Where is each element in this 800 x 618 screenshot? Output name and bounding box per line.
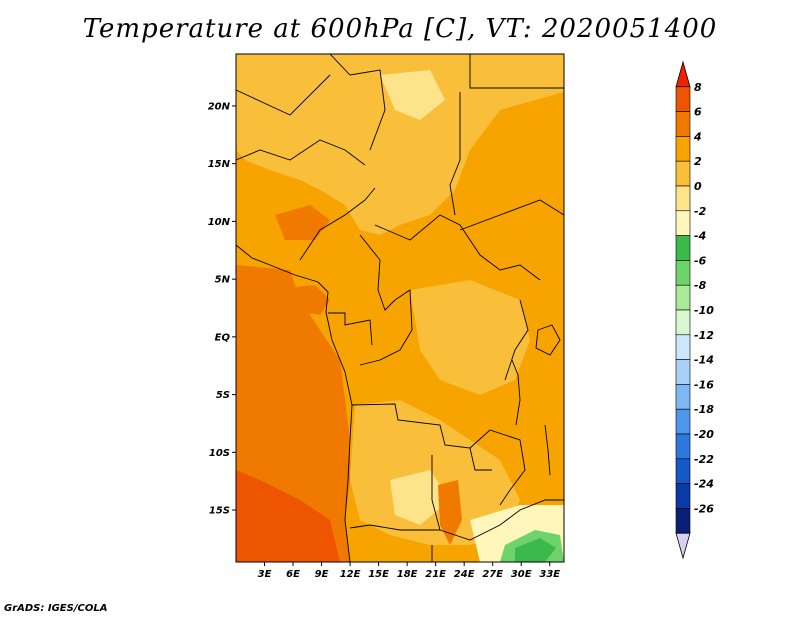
lat-tick-label: EQ [215, 332, 231, 343]
colorbar-label: -16 [694, 378, 714, 391]
lat-tick-label: 10N [208, 217, 231, 228]
border-cameroon-car [359, 234, 396, 311]
border-algeria-niger [236, 74, 331, 116]
colorbar-box [675, 260, 691, 286]
border-zambia-zimbabwe [439, 499, 564, 541]
border-congo-drc [359, 289, 413, 366]
lat-tick-label: 5S [216, 390, 230, 401]
colorbar-box [675, 433, 691, 460]
lon-tick-label: 21E [425, 569, 446, 580]
country-borders [236, 54, 564, 562]
plot-title: Temperature at 600hPa [C], VT: 202005140… [82, 14, 718, 44]
border-egypt-sudan [469, 54, 564, 89]
colorbar-box [675, 458, 691, 484]
border-drc-uganda [504, 299, 529, 381]
border-car [374, 214, 541, 281]
colorbar-box [675, 160, 691, 187]
region-warm-spot-west [245, 365, 282, 420]
colorbar-box [675, 384, 691, 410]
colorbar-label: -22 [694, 453, 714, 466]
temperature-field [236, 54, 564, 562]
colorbar: 8 6 4 2 0 -2 -4 -6 -8 -10 -12 -14 -16 -18 -20 -22 -24 -26 [675, 60, 714, 560]
lon-tick-label: 15E [368, 569, 389, 580]
lon-tick-label: 12E [340, 569, 361, 580]
colorbar-box [675, 334, 691, 360]
colorbar-top-triangle [675, 60, 691, 88]
colorbar-label: 2 [694, 155, 702, 168]
region-zambia-warm [438, 480, 462, 545]
border-gabon [328, 312, 373, 346]
colorbar-label: 6 [694, 106, 702, 119]
colorbar-box [675, 408, 691, 435]
region-nigeria-warm [275, 205, 330, 240]
lon-tick-label: 3E [258, 569, 272, 580]
colorbar-label: -4 [694, 230, 706, 243]
region-angola-plateau [350, 400, 520, 545]
border-libya-chad [329, 54, 386, 151]
map-frame [235, 53, 565, 563]
border-nigeria-cameroon [299, 187, 376, 261]
region-congo-east [410, 280, 530, 395]
lat-tick-label: 15N [208, 159, 231, 170]
colorbar-box [675, 111, 691, 137]
colorbar-box [675, 235, 691, 261]
lon-tick-label: 27E [482, 569, 503, 580]
colorbar-label: 4 [693, 130, 702, 143]
colorbar-label: -12 [694, 329, 714, 342]
colorbar-box [675, 210, 691, 236]
colorbar-label: 0 [694, 180, 702, 193]
border-niger-nigeria [236, 139, 366, 166]
border-south-sudan [459, 199, 564, 231]
lon-tick-label: 6E [286, 569, 300, 580]
colorbar-label: -18 [694, 403, 714, 416]
colorbar-label: -6 [694, 254, 707, 267]
border-angola-drc [351, 403, 492, 471]
region-gulf-warm [270, 285, 330, 315]
colorbar-box [675, 136, 691, 162]
colorbar-label: -10 [694, 304, 714, 317]
colorbar-box [675, 185, 691, 212]
lon-tick-label: 24E [454, 569, 475, 580]
border-chad-sudan [449, 92, 461, 216]
colorbar-box [675, 309, 691, 336]
colorbar-label: 8 [694, 81, 702, 94]
lat-tick-label: 15S [209, 506, 230, 517]
coastline [236, 244, 353, 562]
colorbar-label: -24 [694, 478, 714, 491]
colorbar-bottom-triangle [675, 532, 691, 560]
lat-tick-label: 10S [209, 448, 230, 459]
lon-tick-label: 9E [315, 569, 329, 580]
latitude-axis: 20N 15N 10N 5N EQ 5S 10S 15S [208, 101, 236, 517]
colorbar-label: -20 [694, 428, 714, 441]
lon-tick-label: 30E [511, 569, 532, 580]
lon-tick-label: 18E [397, 569, 418, 580]
colorbar-label: -14 [694, 354, 714, 367]
colorbar-box [675, 483, 691, 509]
lake-tanganyika [511, 359, 521, 426]
border-angola-zambia [349, 455, 441, 531]
region-zimbabwe-colder [515, 538, 556, 562]
longitude-axis: 3E 6E 9E 12E 15E 18E 21E 24E 27E 30E 33E [258, 562, 560, 580]
colorbar-label: -2 [694, 205, 707, 218]
colorbar-box [675, 508, 691, 534]
grads-credit: GrADS: IGES/COLA [4, 603, 108, 614]
colorbar-label: -26 [694, 502, 714, 515]
region-sahara-central [236, 54, 564, 235]
border-zambia-drc [469, 429, 526, 506]
region-southwest-hot [236, 470, 340, 562]
lat-tick-label: 20N [208, 101, 231, 112]
lake-malawi [544, 424, 551, 476]
lon-tick-label: 33E [539, 569, 560, 580]
colorbar-box [675, 359, 691, 385]
region-sahara-north-bright [380, 70, 445, 120]
colorbar-box [675, 86, 691, 112]
lat-tick-label: 5N [215, 275, 231, 286]
lake-victoria [535, 324, 561, 356]
colorbar-box [675, 284, 691, 311]
colorbar-label: -8 [694, 279, 707, 292]
